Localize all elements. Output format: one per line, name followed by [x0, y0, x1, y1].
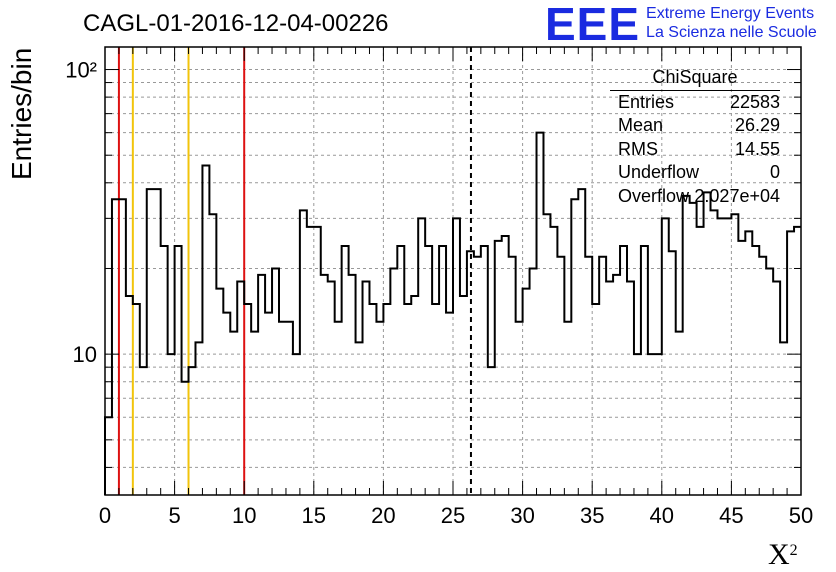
org-line-1: Extreme Energy Events [646, 5, 815, 22]
stats-value: 14.55 [734, 138, 780, 159]
y-axis-label: Entries/bin [6, 47, 37, 180]
x-tick-label: 35 [580, 503, 604, 528]
stats-row: Entries 22583 [610, 91, 780, 115]
x-tick-label: 10 [232, 503, 256, 528]
org-line-2: La Scienza nelle Scuole [646, 24, 817, 41]
stats-value: 2.027e+04 [694, 185, 780, 206]
x-tick-label: 40 [650, 503, 674, 528]
x-tick-label: 25 [441, 503, 465, 528]
stats-label: Overflow [618, 185, 690, 206]
stats-row: Underflow 0 [610, 161, 780, 185]
x-tick-label: 0 [99, 503, 111, 528]
x-axis-label: X2 [768, 538, 798, 571]
stats-name: ChiSquare [610, 66, 780, 91]
stats-value: 26.29 [734, 115, 780, 135]
histogram-series [104, 131, 801, 495]
y-tick-label: 10² [65, 58, 97, 83]
chart-title: CAGL-01-2016-12-04-00226 [83, 10, 389, 37]
x-tick-label: 15 [302, 503, 326, 528]
x-tick-label: 50 [789, 503, 813, 528]
x-tick-label: 45 [719, 503, 743, 528]
stats-row: Mean 26.29 [610, 114, 780, 138]
stats-value: 22583 [729, 91, 780, 112]
stats-label: Entries [618, 91, 675, 112]
stats-row: RMS 14.55 [610, 138, 780, 162]
x-tick-label: 30 [510, 503, 534, 528]
eee-logo: EEE Extreme Energy Events La Scienza nel… [545, 0, 817, 50]
y-tick-label: 10 [73, 342, 97, 367]
stats-box: ChiSquare Entries 22583 Mean 26.29 RMS 14.5… [610, 66, 780, 208]
stats-value: 0 [769, 162, 780, 182]
logo-mark: EEE [545, 0, 641, 50]
x-tick-label: 5 [168, 503, 180, 528]
stats-row: Overflow 2.027e+04 [610, 185, 780, 209]
logo-text: Extreme Energy Events La Scienza nelle S… [646, 4, 817, 42]
stats-label: Mean [618, 115, 664, 135]
stats-label: Underflow [618, 162, 700, 182]
stats-label: RMS [618, 138, 658, 159]
x-tick-label: 20 [371, 503, 395, 528]
